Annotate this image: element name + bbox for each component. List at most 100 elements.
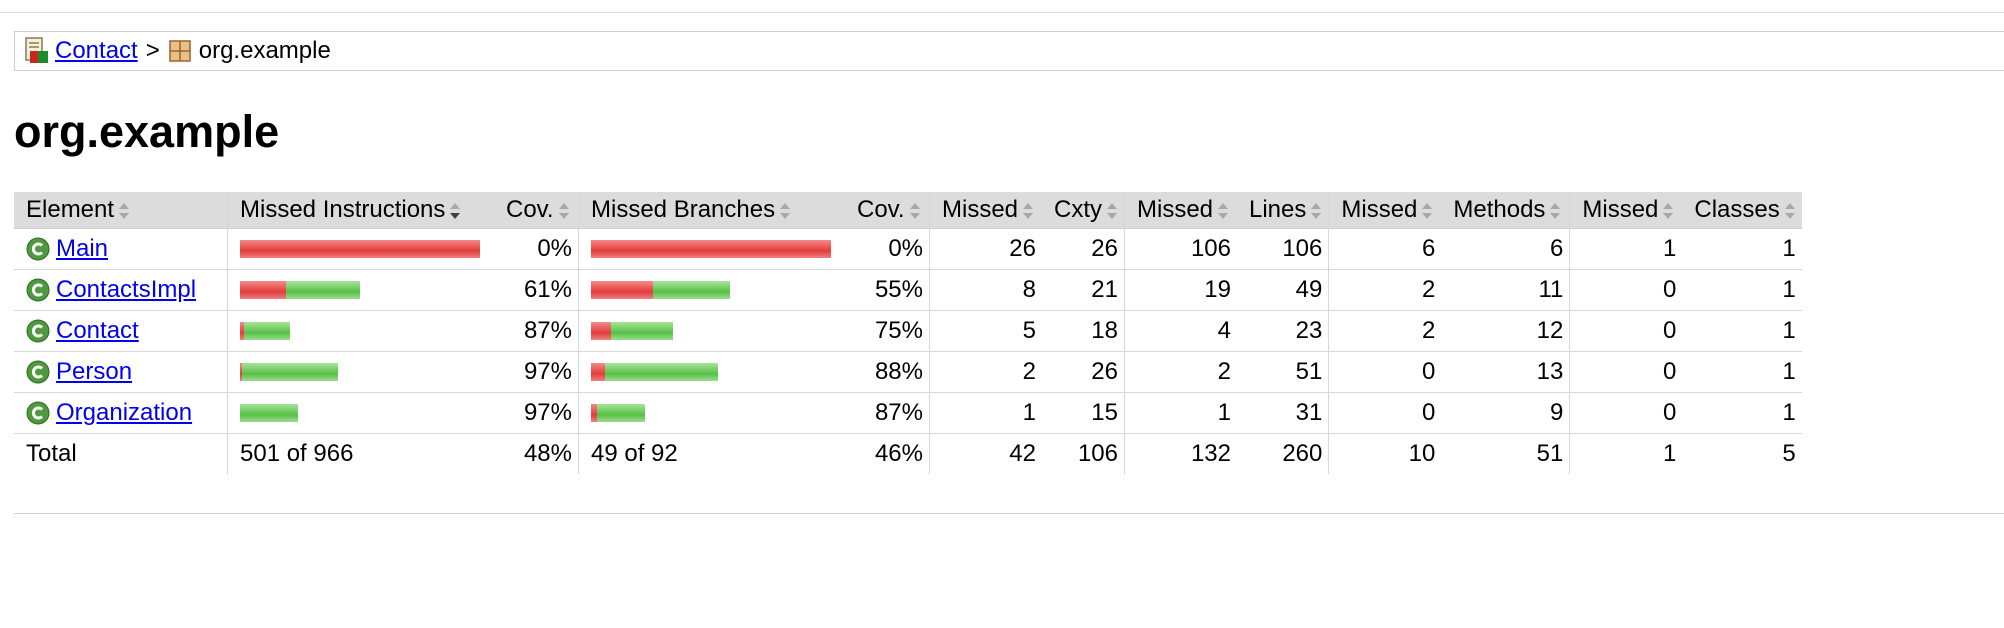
sort-icon — [1662, 201, 1674, 221]
instructions-coverage: 97% — [494, 351, 579, 393]
branches-coverage-bar — [591, 322, 839, 340]
missed-bar-segment — [240, 281, 286, 299]
missed-methods: 6 — [1328, 228, 1442, 270]
total-instructions: 501 of 966 — [227, 433, 494, 474]
branches-coverage: 88% — [845, 351, 930, 393]
methods: 11 — [1441, 269, 1570, 311]
missed-classes: 0 — [1569, 351, 1683, 393]
class-icon — [26, 360, 50, 384]
header-lines[interactable]: Lines — [1237, 192, 1329, 229]
sort-icon — [1310, 201, 1322, 221]
sort-descending-icon — [449, 201, 461, 221]
classes: 1 — [1682, 392, 1802, 434]
package-icon — [168, 39, 192, 63]
classes: 1 — [1682, 269, 1802, 311]
missed-lines: 19 — [1124, 269, 1237, 311]
covered-bar-segment — [605, 363, 718, 381]
sort-icon — [1217, 201, 1229, 221]
page-title: org.example — [14, 106, 280, 157]
table-row: Person 97% 88% 2 26 2 51 0 13 0 1 — [14, 351, 1802, 393]
missed-bar-segment — [591, 240, 831, 258]
missed-complexity: 5 — [929, 310, 1042, 352]
total-classes: 5 — [1782, 440, 1796, 467]
total-missed-classes: 1 — [1569, 433, 1683, 474]
header-complexity[interactable]: Cxty — [1042, 192, 1125, 229]
class-link-person[interactable]: Person — [56, 358, 133, 385]
class-link-organization[interactable]: Organization — [56, 399, 193, 426]
instructions-coverage-bar — [240, 363, 488, 381]
report-icon — [25, 37, 49, 65]
header-missed-instructions[interactable]: Missed Instructions — [227, 192, 494, 229]
branches-coverage: 55% — [845, 269, 930, 311]
class-icon — [26, 237, 50, 261]
missed-classes: 0 — [1569, 310, 1683, 352]
complexity: 26 — [1042, 228, 1125, 270]
covered-bar-segment — [244, 322, 290, 340]
total-label: Total — [26, 440, 77, 467]
instructions-coverage: 97% — [494, 392, 579, 434]
breadcrumb-current-package: org.example — [198, 37, 331, 64]
missed-bar-segment — [591, 363, 605, 381]
header-instructions-coverage[interactable]: Cov. — [494, 192, 579, 229]
missed-complexity: 2 — [929, 351, 1042, 393]
complexity: 15 — [1042, 392, 1125, 434]
missed-bar-segment — [591, 322, 611, 340]
instructions-coverage: 61% — [494, 269, 579, 311]
missed-bar-segment — [591, 281, 653, 299]
breadcrumb-separator: > — [145, 37, 160, 64]
header-classes[interactable]: Classes — [1682, 192, 1802, 229]
branches-coverage: 75% — [845, 310, 930, 352]
branches-coverage-bar — [591, 281, 839, 299]
lines: 23 — [1237, 310, 1329, 352]
total-branches-coverage: 46% — [874, 440, 923, 467]
missed-classes: 1 — [1569, 228, 1683, 270]
total-methods: 51 — [1536, 440, 1564, 467]
header-missed-classes[interactable]: Missed — [1569, 192, 1683, 229]
class-link-contact[interactable]: Contact — [56, 317, 139, 344]
missed-complexity: 1 — [929, 392, 1042, 434]
covered-bar-segment — [240, 404, 298, 422]
covered-bar-segment — [286, 281, 360, 299]
total-missed-methods: 10 — [1328, 433, 1442, 474]
table-row: Contact 87% 75% 5 18 4 23 2 12 0 1 — [14, 310, 1802, 352]
missed-methods: 2 — [1328, 269, 1442, 311]
total-row: Total 501 of 966 48% 49 of 92 46% 42 106… — [14, 433, 1802, 474]
instructions-coverage-bar — [240, 281, 488, 299]
branches-coverage: 0% — [845, 228, 930, 270]
header-missed-lines[interactable]: Missed — [1124, 192, 1237, 229]
missed-classes: 0 — [1569, 269, 1683, 311]
header-missed-complexity[interactable]: Missed — [929, 192, 1042, 229]
total-instructions-coverage: 48% — [523, 440, 572, 467]
class-icon — [26, 401, 50, 425]
missed-methods: 0 — [1328, 351, 1442, 393]
total-branches: 49 of 92 — [578, 433, 845, 474]
header-branches-coverage[interactable]: Cov. — [845, 192, 930, 229]
missed-complexity: 26 — [929, 228, 1042, 270]
instructions-coverage-bar — [240, 404, 488, 422]
classes: 1 — [1682, 351, 1802, 393]
branches-coverage-bar — [591, 240, 839, 258]
class-link-main[interactable]: Main — [56, 235, 109, 262]
breadcrumb-report-link[interactable]: Contact — [55, 37, 138, 64]
methods: 6 — [1441, 228, 1570, 270]
branches-coverage: 87% — [845, 392, 930, 434]
methods: 12 — [1441, 310, 1570, 352]
sort-icon — [118, 201, 130, 221]
covered-bar-segment — [242, 363, 338, 381]
table-row: ContactsImpl 61% 55% 8 21 19 49 2 11 0 1 — [14, 269, 1802, 311]
top-divider — [0, 12, 2004, 13]
missed-lines: 4 — [1124, 310, 1237, 352]
sort-icon — [1421, 201, 1433, 221]
bottom-divider — [14, 513, 2004, 514]
complexity: 26 — [1042, 351, 1125, 393]
header-element[interactable]: Element — [14, 192, 228, 229]
methods: 9 — [1441, 392, 1570, 434]
header-methods[interactable]: Methods — [1441, 192, 1570, 229]
header-missed-methods[interactable]: Missed — [1328, 192, 1442, 229]
breadcrumb: Contact > org.example — [14, 31, 2004, 71]
total-complexity: 106 — [1077, 440, 1118, 467]
header-missed-branches[interactable]: Missed Branches — [578, 192, 845, 229]
table-header-row: Element Missed Instructions Cov. Missed … — [14, 192, 1802, 229]
class-link-contactsimpl[interactable]: ContactsImpl — [56, 276, 197, 303]
sort-icon — [1549, 201, 1561, 221]
